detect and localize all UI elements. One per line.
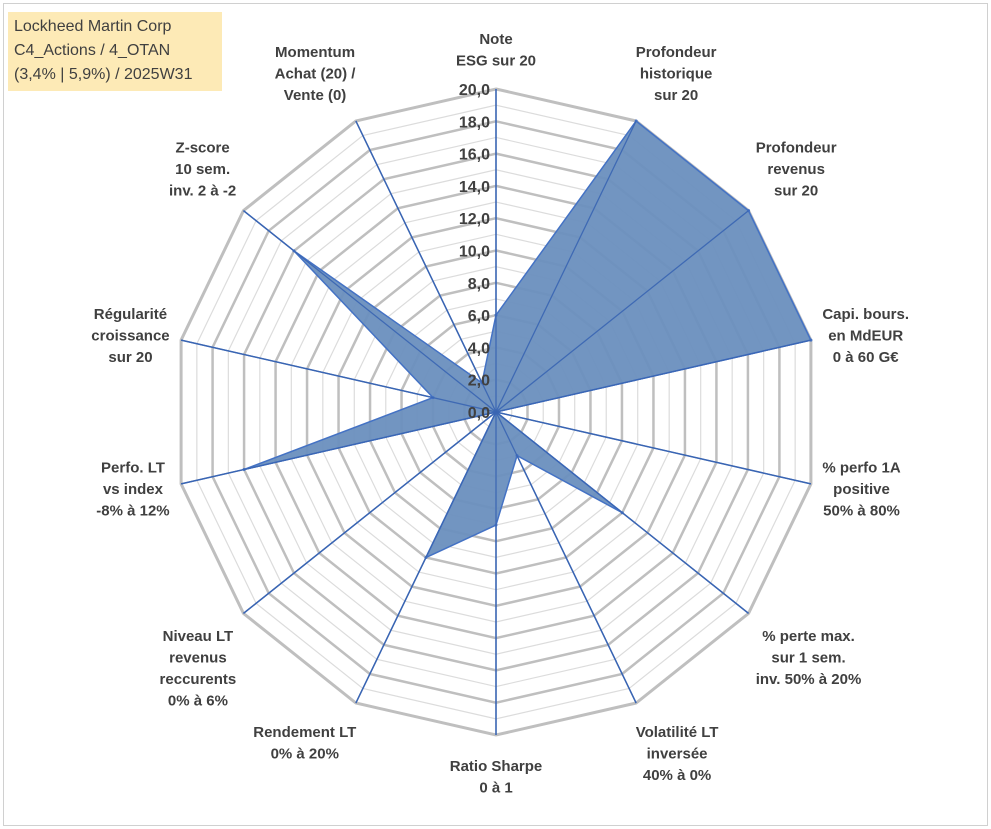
- tick-label: 0,0: [468, 405, 490, 422]
- tick-label: 8,0: [468, 276, 490, 293]
- tick-label: 20,0: [459, 82, 490, 99]
- axis-label-line: 0% à 20%: [271, 745, 339, 762]
- axis-label-line: revenus: [767, 161, 825, 178]
- axis-label-line: Régularité: [94, 306, 167, 323]
- axis-label-line: 0 à 60 G€: [833, 349, 900, 366]
- axis-label-line: Ratio Sharpe: [450, 758, 543, 775]
- tick-label: 18,0: [459, 114, 490, 131]
- axis-label: Ratio Sharpe 0 à 1: [450, 758, 543, 797]
- axis-label-line: 50% à 80%: [823, 503, 900, 520]
- axis-label: Perfo. LT vs index -8% à 12%: [96, 460, 169, 520]
- axis-label-line: Note: [479, 31, 512, 48]
- axis-label-line: Niveau LT: [163, 628, 234, 645]
- series-layer: [180, 89, 813, 735]
- axis-label: % perfo 1A positive 50% à 80%: [822, 460, 901, 520]
- axis-label-line: Vente (0): [284, 87, 347, 104]
- axis-label-line: Achat (20) /: [275, 65, 357, 82]
- axis-label: Momentum Achat (20) / Vente (0): [275, 44, 357, 104]
- axis-label: Note ESG sur 20: [456, 31, 536, 70]
- axis-label-line: reccurents: [160, 671, 237, 688]
- axis-spoke-overlay: [495, 411, 749, 614]
- axis-label: Profondeur revenus sur 20: [756, 140, 837, 200]
- axis-label: Volatilité LT inversée 40% à 0%: [636, 724, 719, 784]
- axis-label: Rendement LT 0% à 20%: [253, 724, 356, 763]
- axis-spoke-overlay: [243, 210, 497, 413]
- axis-label-line: % perte max.: [762, 628, 855, 645]
- axis-label-line: sur 1 sem.: [771, 650, 845, 667]
- axis-label-line: en MdEUR: [828, 328, 903, 345]
- tick-label: 10,0: [459, 244, 490, 261]
- axis-label-line: ESG sur 20: [456, 53, 536, 70]
- info-box: Lockheed Martin Corp C4_Actions / 4_OTAN…: [8, 12, 222, 91]
- axis-label-line: % perfo 1A: [822, 460, 901, 477]
- axis-label: % perte max. sur 1 sem. inv. 50% à 20%: [756, 628, 862, 688]
- axis-label: Profondeur historique sur 20: [636, 44, 717, 104]
- axis-label-line: 0 à 1: [479, 780, 512, 797]
- axis-labels: Note ESG sur 20 Profondeur historique sur 20…: [91, 31, 909, 797]
- axis-spoke-overlay: [355, 120, 497, 413]
- axis-label-line: Rendement LT: [253, 724, 356, 741]
- tick-label: 12,0: [459, 211, 490, 228]
- axis-label-line: croissance: [91, 328, 169, 345]
- tick-label: 14,0: [459, 179, 490, 196]
- axis-label-line: Profondeur: [636, 44, 717, 61]
- info-company: Lockheed Martin Corp: [14, 18, 172, 35]
- axis-label-line: 0% à 6%: [168, 693, 228, 710]
- tick-labels: 0,0 2,0 4,0 6,0 8,0 10,0 12,0 14,0 16,0 18,0 20,0: [459, 82, 490, 422]
- tick-label: 16,0: [459, 147, 490, 164]
- axis-label-line: inv. 2 à -2: [169, 183, 236, 200]
- tick-label: 6,0: [468, 308, 490, 325]
- axis-label-line: inversée: [647, 745, 708, 762]
- axis-label-line: vs index: [103, 481, 164, 498]
- axis-label: Régularité croissance sur 20: [91, 306, 169, 366]
- axis-label-line: positive: [833, 481, 890, 498]
- axis-label-line: historique: [640, 65, 713, 82]
- axis-label-line: Profondeur: [756, 140, 837, 157]
- axis-label-line: sur 20: [774, 183, 818, 200]
- axis-label-line: revenus: [169, 650, 227, 667]
- axis-label: Capi. bours. en MdEUR 0 à 60 G€: [822, 306, 909, 366]
- axis-label-line: Capi. bours.: [822, 306, 909, 323]
- axis-spoke-overlay: [180, 339, 497, 413]
- axis-label-line: 10 sem.: [175, 161, 230, 178]
- axis-spoke-overlay: [495, 411, 637, 704]
- axis-label: Z-score 10 sem. inv. 2 à -2: [169, 140, 236, 200]
- axis-spoke-overlay: [180, 411, 497, 485]
- axis-spoke-overlay: [495, 339, 812, 413]
- axis-spoke-overlay: [495, 120, 637, 413]
- axis-label-line: Z-score: [176, 140, 230, 157]
- axis-spoke-overlay: [243, 411, 497, 614]
- axis-label-line: Perfo. LT: [101, 460, 165, 477]
- axis-label-line: sur 20: [654, 87, 698, 104]
- axis-label-line: Momentum: [275, 44, 355, 61]
- info-category: C4_Actions / 4_OTAN: [14, 42, 171, 59]
- tick-label: 2,0: [468, 373, 490, 390]
- tick-label: 4,0: [468, 340, 490, 357]
- axis-label-line: 40% à 0%: [643, 767, 711, 784]
- info-weights-period: (3,4% | 5,9%) / 2025W31: [14, 66, 193, 83]
- axis-label-line: sur 20: [108, 349, 152, 366]
- axis-spoke-overlay: [355, 411, 497, 704]
- axis-label-line: Volatilité LT: [636, 724, 719, 741]
- axis-spoke-overlay: [495, 411, 812, 485]
- axis-label: Niveau LT revenus reccurents 0% à 6%: [160, 628, 237, 710]
- axis-label-line: inv. 50% à 20%: [756, 671, 862, 688]
- axis-spoke-overlay: [495, 210, 749, 413]
- series-area: [243, 119, 812, 560]
- axis-label-line: -8% à 12%: [96, 503, 169, 520]
